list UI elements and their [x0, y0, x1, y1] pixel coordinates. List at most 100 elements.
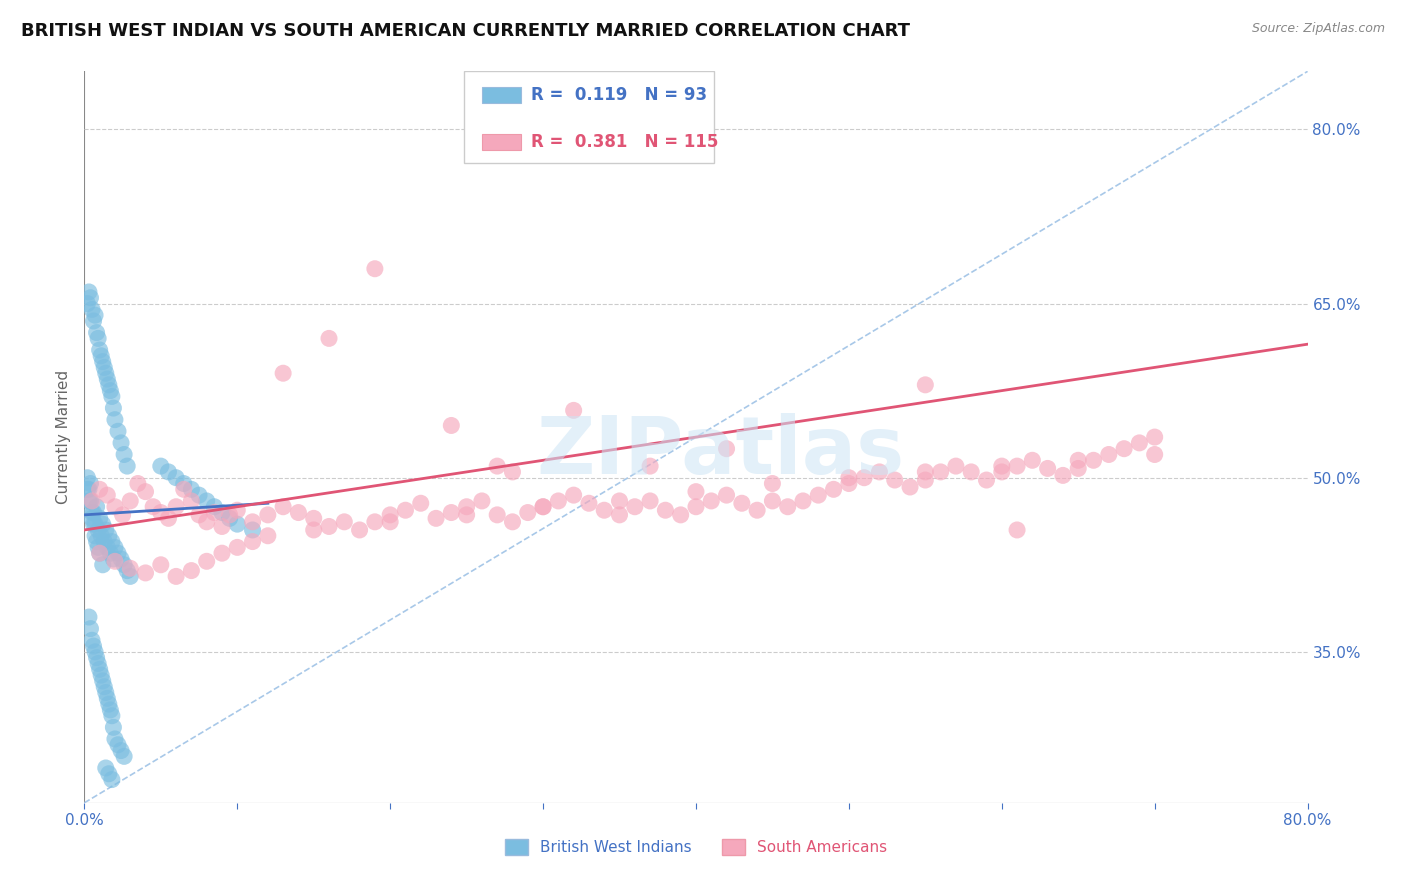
Point — [502, 515, 524, 529]
Point — [1143, 448, 1166, 462]
Point — [929, 465, 952, 479]
Point — [1083, 453, 1105, 467]
Point — [80, 494, 103, 508]
Point — [97, 766, 120, 780]
Point — [792, 494, 814, 508]
Point — [202, 506, 225, 520]
Point — [242, 523, 264, 537]
Text: R =  0.381   N = 115: R = 0.381 N = 115 — [531, 133, 718, 152]
Text: BRITISH WEST INDIAN VS SOUTH AMERICAN CURRENTLY MARRIED CORRELATION CHART: BRITISH WEST INDIAN VS SOUTH AMERICAN CU… — [21, 22, 910, 40]
Point — [271, 366, 294, 380]
Point — [1005, 459, 1028, 474]
Point — [318, 519, 340, 533]
Point — [211, 519, 233, 533]
Point — [333, 515, 356, 529]
Point — [364, 261, 387, 276]
Point — [380, 508, 402, 522]
Point — [1114, 442, 1136, 456]
Point — [853, 471, 876, 485]
Point — [562, 403, 585, 417]
Point — [761, 494, 783, 508]
Point — [149, 459, 172, 474]
Point — [107, 738, 129, 752]
Point — [84, 308, 107, 322]
Point — [91, 517, 114, 532]
Point — [456, 500, 478, 514]
Text: ZIPatlas: ZIPatlas — [536, 413, 904, 491]
Point — [86, 326, 108, 340]
Point — [84, 517, 107, 532]
Point — [1021, 453, 1043, 467]
Point — [188, 488, 211, 502]
Point — [180, 483, 202, 497]
Point — [823, 483, 845, 497]
Point — [318, 331, 340, 345]
Point — [211, 506, 233, 520]
Point — [112, 448, 135, 462]
Point — [86, 650, 108, 665]
Point — [700, 494, 723, 508]
Point — [93, 534, 115, 549]
Point — [107, 424, 129, 438]
Point — [87, 331, 110, 345]
Point — [79, 622, 101, 636]
Point — [271, 500, 294, 514]
Point — [165, 471, 187, 485]
Point — [83, 639, 105, 653]
Point — [101, 389, 124, 403]
Point — [110, 552, 132, 566]
Point — [226, 517, 249, 532]
Point — [79, 291, 101, 305]
Point — [761, 476, 783, 491]
Point — [89, 483, 111, 497]
Point — [1052, 468, 1074, 483]
Point — [1098, 448, 1121, 462]
Point — [173, 483, 195, 497]
Point — [716, 442, 738, 456]
Point — [115, 564, 138, 578]
Point — [115, 459, 138, 474]
Point — [96, 372, 118, 386]
Point — [409, 496, 432, 510]
Point — [120, 494, 142, 508]
Point — [80, 506, 103, 520]
Point — [731, 496, 754, 510]
Point — [471, 494, 494, 508]
Point — [110, 436, 132, 450]
Point — [257, 529, 280, 543]
Point — [94, 523, 117, 537]
Point — [180, 564, 202, 578]
FancyBboxPatch shape — [482, 135, 522, 151]
Point — [104, 554, 127, 568]
Point — [80, 511, 103, 525]
Point — [349, 523, 371, 537]
Point — [76, 296, 98, 310]
Point — [883, 473, 905, 487]
Point — [94, 761, 117, 775]
Point — [287, 506, 309, 520]
Point — [94, 685, 117, 699]
Point — [838, 476, 860, 491]
Point — [593, 503, 616, 517]
Point — [165, 569, 187, 583]
Point — [195, 494, 218, 508]
Point — [1005, 523, 1028, 537]
Point — [104, 500, 127, 514]
Point — [1067, 461, 1090, 475]
Point — [226, 541, 249, 555]
Point — [84, 529, 107, 543]
Point — [456, 508, 478, 522]
Point — [104, 731, 127, 746]
Point — [195, 554, 218, 568]
Point — [89, 343, 111, 357]
Point — [1067, 453, 1090, 467]
Point — [638, 494, 661, 508]
Point — [173, 476, 195, 491]
Point — [380, 515, 402, 529]
Point — [79, 494, 101, 508]
Point — [991, 465, 1014, 479]
Point — [83, 517, 105, 532]
Point — [83, 314, 105, 328]
Point — [1128, 436, 1150, 450]
Point — [98, 703, 121, 717]
